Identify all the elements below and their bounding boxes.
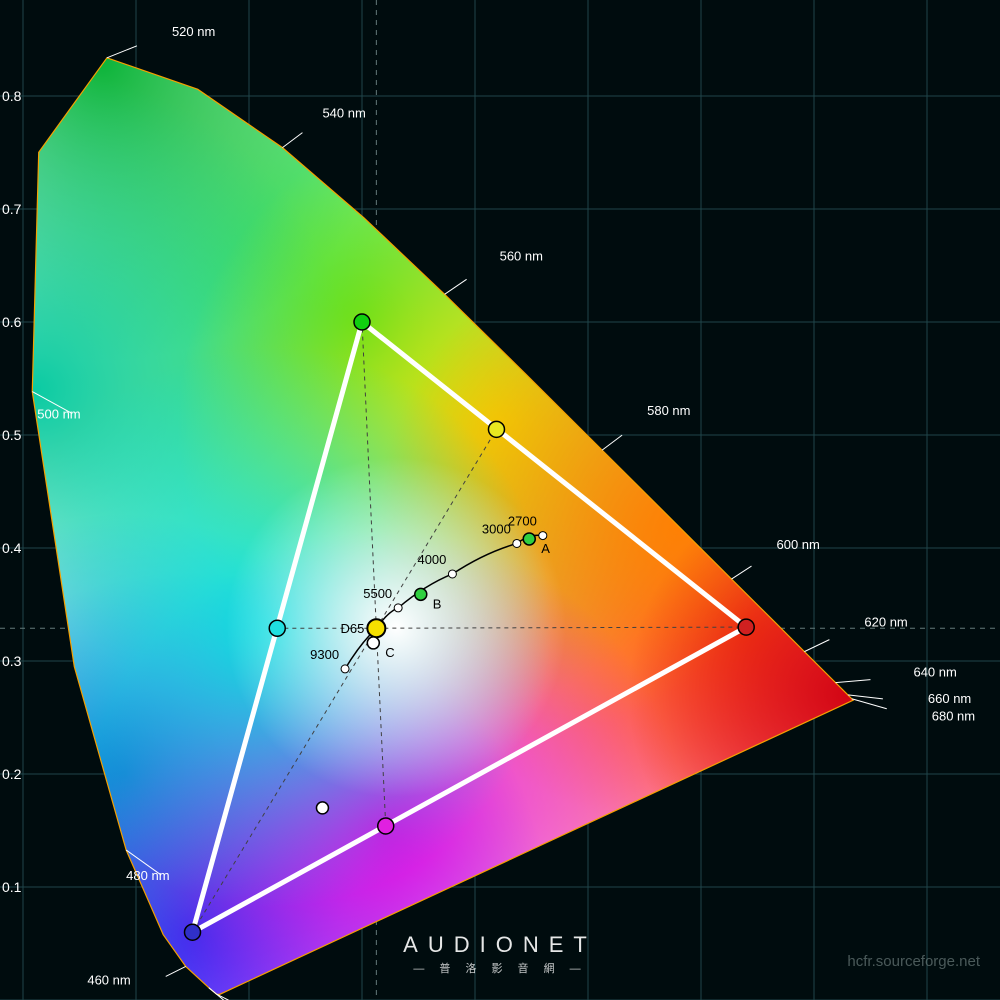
planckian-point (448, 570, 456, 578)
svg-text:0.8: 0.8 (2, 88, 22, 104)
measured-point (415, 588, 427, 600)
watermark: AUDIONET — 普 洛 影 音 網 — (403, 932, 597, 976)
svg-text:B: B (433, 596, 442, 611)
svg-text:500 nm: 500 nm (37, 407, 80, 422)
svg-text:0.6: 0.6 (2, 314, 22, 330)
svg-text:460 nm: 460 nm (87, 972, 130, 987)
svg-text:5500: 5500 (363, 586, 392, 601)
planckian-point (539, 532, 547, 540)
cie-chart-svg: 0.10.20.30.40.50.60.70.8420 nm440 nm460 … (0, 0, 1000, 1000)
svg-text:580 nm: 580 nm (647, 403, 690, 418)
svg-text:560 nm: 560 nm (500, 248, 543, 263)
svg-text:600 nm: 600 nm (777, 537, 820, 552)
measured-point (367, 637, 379, 649)
svg-text:540 nm: 540 nm (322, 106, 365, 121)
measured-point (523, 533, 535, 545)
svg-text:C: C (385, 645, 394, 660)
planckian-point (513, 539, 521, 547)
svg-text:0.3: 0.3 (2, 653, 22, 669)
svg-text:3000: 3000 (482, 521, 511, 536)
svg-text:0.1: 0.1 (2, 879, 22, 895)
secondary-yellow (488, 421, 504, 437)
svg-text:520 nm: 520 nm (172, 24, 215, 39)
svg-text:0.2: 0.2 (2, 766, 22, 782)
watermark-sub: — 普 洛 影 音 網 — (403, 960, 597, 976)
svg-text:0.5: 0.5 (2, 427, 22, 443)
svg-text:660 nm: 660 nm (928, 691, 971, 706)
source-label: hcfr.sourceforge.net (847, 953, 980, 970)
cie-chart-container: 0.10.20.30.40.50.60.70.8420 nm440 nm460 … (0, 0, 1000, 1000)
vertex-green (354, 314, 370, 330)
white-point (367, 619, 385, 637)
svg-text:4000: 4000 (417, 552, 446, 567)
secondary-cyan (269, 620, 285, 636)
svg-text:2700: 2700 (508, 514, 537, 529)
vertex-red (738, 619, 754, 635)
svg-text:640 nm: 640 nm (913, 665, 956, 680)
svg-text:A: A (541, 541, 550, 556)
measured-point (316, 802, 328, 814)
planckian-point (394, 604, 402, 612)
planckian-point (341, 665, 349, 673)
vertex-blue (185, 924, 201, 940)
svg-text:D65: D65 (340, 621, 364, 636)
svg-text:9300: 9300 (310, 647, 339, 662)
secondary-magenta (378, 818, 394, 834)
svg-text:480 nm: 480 nm (126, 868, 169, 883)
svg-text:680 nm: 680 nm (932, 709, 975, 724)
svg-text:0.7: 0.7 (2, 201, 22, 217)
svg-text:0.4: 0.4 (2, 540, 22, 556)
svg-text:620 nm: 620 nm (864, 615, 907, 630)
watermark-main: AUDIONET (403, 932, 597, 958)
